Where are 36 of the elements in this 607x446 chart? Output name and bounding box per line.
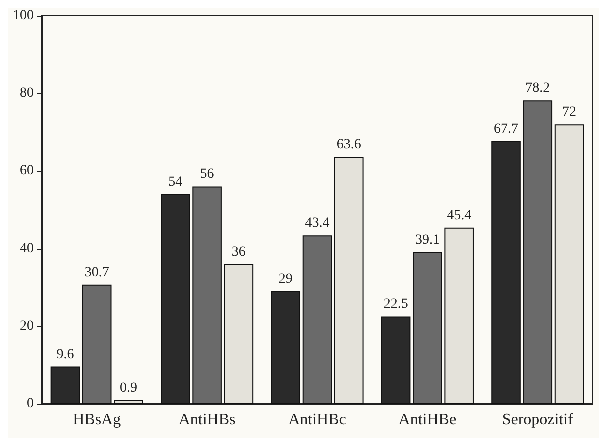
data-label: 67.7 <box>494 122 519 137</box>
data-label: 29 <box>278 272 293 287</box>
y-tick-label: 80 <box>20 86 34 102</box>
bar <box>554 124 584 404</box>
data-label: 39.1 <box>415 232 440 248</box>
y-tick-label: 60 <box>20 164 34 179</box>
x-tick-label: AntiHBe <box>398 412 457 428</box>
bar <box>444 228 474 404</box>
data-label: 45.4 <box>447 208 472 224</box>
data-label: 63.6 <box>336 138 362 153</box>
bar <box>114 400 144 404</box>
bar <box>413 252 442 404</box>
y-tick-label: 100 <box>13 8 34 24</box>
x-tick-label: AntiHBc <box>288 412 346 428</box>
data-label: 0.9 <box>120 381 138 396</box>
data-label: 30.7 <box>84 265 110 280</box>
data-label: 43.4 <box>305 216 330 232</box>
data-label: 22.5 <box>384 297 408 312</box>
data-label: 78.2 <box>526 81 550 96</box>
bar <box>334 157 364 404</box>
x-tick-label: Seropozitif <box>502 412 574 428</box>
data-label: 36 <box>232 244 246 260</box>
x-tick-label: AntiHBs <box>178 412 236 428</box>
data-label: 72 <box>562 105 577 120</box>
bar <box>302 236 332 404</box>
bar <box>523 100 553 404</box>
y-tick-label: 20 <box>20 318 34 334</box>
y-tick-label: 0 <box>27 396 34 412</box>
data-label: 9.6 <box>56 347 74 362</box>
x-tick-label: HBsAg <box>73 412 122 428</box>
bar <box>192 186 222 404</box>
data-label: 56 <box>200 167 214 182</box>
y-tick-label: 40 <box>20 241 34 256</box>
data-label: 54 <box>168 174 183 190</box>
bar <box>82 284 112 404</box>
bar <box>224 264 254 404</box>
